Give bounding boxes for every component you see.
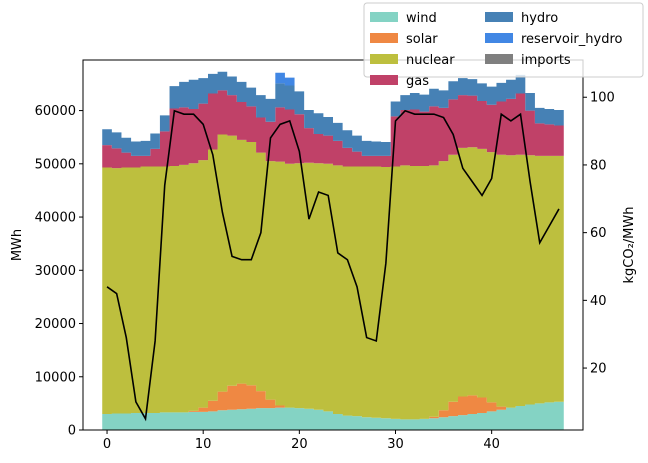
y-axis-left: 0 10000 20000 30000 40000 50000 60000 bbox=[35, 104, 83, 439]
stacked-area-series bbox=[102, 71, 564, 430]
legend-label-wind: wind bbox=[406, 11, 437, 26]
x-axis: 0 10 20 30 40 bbox=[103, 430, 500, 452]
x-tick-label: 0 bbox=[103, 437, 111, 452]
y-axis-right: 20 40 60 80 100 bbox=[583, 91, 615, 377]
y-tick-label-left: 60000 bbox=[35, 104, 76, 119]
intensity-line bbox=[106, 109, 560, 422]
legend-swatch-imports bbox=[485, 54, 513, 64]
y-tick-label-right: 20 bbox=[590, 362, 607, 377]
legend-swatch-hydro bbox=[485, 12, 513, 22]
legend-label-nuclear: nuclear bbox=[406, 53, 455, 68]
area-solar bbox=[102, 383, 564, 420]
legend-label-hydro: hydro bbox=[521, 11, 558, 26]
legend-swatch-wind bbox=[370, 12, 398, 22]
area-nuclear bbox=[102, 134, 564, 420]
legend-label-gas: gas bbox=[406, 74, 429, 89]
y-tick-label-left: 10000 bbox=[35, 370, 76, 385]
y-tick-label-left: 20000 bbox=[35, 317, 76, 332]
legend-label-solar: solar bbox=[406, 32, 438, 47]
y-tick-label-left: 50000 bbox=[35, 157, 76, 172]
y-tick-label-right: 100 bbox=[590, 91, 615, 106]
y-axis-label-right: kgCO₂/MWh bbox=[622, 207, 637, 284]
area-wind bbox=[102, 401, 564, 430]
area-hydro bbox=[102, 71, 564, 156]
y-tick-label-left: 30000 bbox=[35, 264, 76, 279]
intensity-line-layer bbox=[106, 109, 560, 422]
y-tick-label-left: 0 bbox=[68, 424, 76, 439]
y-tick-label-right: 40 bbox=[590, 294, 607, 309]
y-tick-label-right: 80 bbox=[590, 158, 607, 173]
x-tick-label: 30 bbox=[387, 437, 404, 452]
x-tick-label: 10 bbox=[195, 437, 212, 452]
legend-swatch-nuclear bbox=[370, 54, 398, 64]
x-tick-label: 40 bbox=[483, 437, 500, 452]
legend: wind solar nuclear gas hydro reservoir_hydroi… bbox=[363, 2, 644, 89]
legend-swatch-reservoir-hydro bbox=[485, 33, 513, 43]
area-gas bbox=[102, 90, 564, 169]
y-tick-label-left: 40000 bbox=[35, 211, 76, 226]
y-tick-label-right: 60 bbox=[590, 226, 607, 241]
plot-frame bbox=[82, 59, 584, 431]
legend-swatch-solar bbox=[370, 33, 398, 43]
y-axis-label-left: MWh bbox=[10, 229, 25, 261]
x-tick-label: 20 bbox=[291, 437, 308, 452]
legend-label-imports: imports bbox=[521, 53, 571, 68]
legend-swatch-gas bbox=[370, 75, 398, 85]
legend-label-reservoir-hydro: reservoir_hydro bbox=[521, 32, 623, 47]
